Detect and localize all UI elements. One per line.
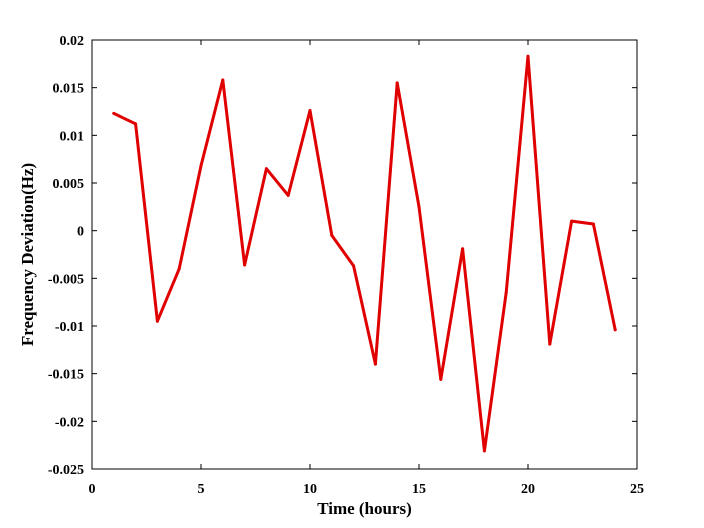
y-tick-label: 0.02 [60, 34, 85, 49]
data-point [526, 54, 530, 58]
y-tick-label: -0.02 [55, 415, 84, 430]
x-tick-label: 0 [89, 482, 96, 497]
y-tick-label: 0.015 [53, 82, 85, 97]
data-point [264, 167, 268, 171]
data-point [373, 362, 377, 366]
x-tick-label: 10 [303, 482, 317, 497]
data-point [570, 219, 574, 223]
x-tick-label: 25 [630, 482, 644, 497]
data-point [439, 377, 443, 381]
data-point [548, 342, 552, 346]
y-tick-label: 0.01 [60, 129, 85, 144]
data-point [504, 291, 508, 295]
data-point [395, 81, 399, 85]
data-point [482, 449, 486, 453]
y-tick-label: -0.005 [48, 272, 84, 287]
y-tick-label: -0.01 [55, 320, 84, 335]
y-axis-label: Frequency Deviation(Hz) [18, 163, 37, 346]
y-tick-label: -0.015 [48, 368, 84, 383]
data-point [155, 319, 159, 323]
data-point [417, 205, 421, 209]
data-point [199, 164, 203, 168]
data-point [134, 122, 138, 126]
data-point [243, 263, 247, 267]
series-line [112, 54, 617, 453]
data-point [221, 78, 225, 82]
x-tick-label: 5 [198, 482, 205, 497]
data-point [286, 193, 290, 197]
data-point [461, 247, 465, 251]
x-tick-label: 20 [521, 482, 535, 497]
plot-frame [91, 39, 638, 470]
data-point [112, 111, 116, 115]
y-tick-label: -0.025 [48, 463, 84, 478]
labels-layer: 0 5 10 15 20 25 -0.025 -0.02 -0.015 -0.01 -0.005 0 0… [48, 34, 644, 497]
x-tick-label: 15 [412, 482, 426, 497]
y-tick-label: 0.005 [53, 177, 85, 192]
plot-area [92, 40, 637, 469]
y-tick-label: 0 [77, 225, 84, 240]
data-point [352, 264, 356, 268]
data-point [308, 109, 312, 112]
data-point [330, 233, 334, 237]
series-layer [112, 54, 617, 453]
data-point [177, 267, 181, 271]
data-point [613, 328, 617, 332]
x-axis-label: Time (hours) [317, 499, 412, 518]
data-point [591, 222, 595, 226]
